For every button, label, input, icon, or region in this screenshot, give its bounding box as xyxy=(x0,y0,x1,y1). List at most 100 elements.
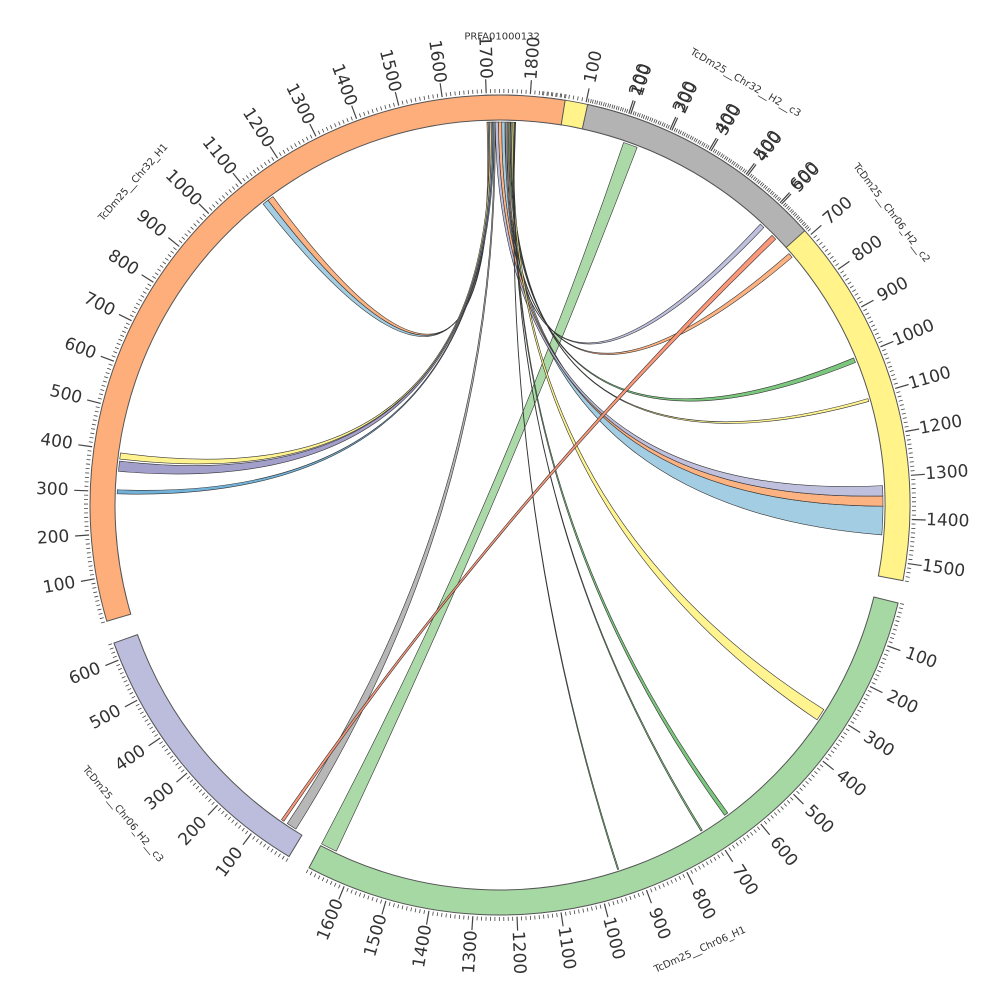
minor-tick xyxy=(603,102,604,106)
minor-tick xyxy=(402,905,403,909)
minor-tick xyxy=(298,141,300,144)
tick-label: 1400 xyxy=(926,510,970,532)
minor-tick xyxy=(326,879,328,883)
minor-tick xyxy=(895,621,899,622)
tick-label: 1200 xyxy=(508,931,530,975)
tick-label: 1700 xyxy=(474,35,495,79)
minor-tick xyxy=(730,160,732,163)
minor-tick xyxy=(113,656,117,657)
minor-tick xyxy=(904,422,908,423)
minor-tick xyxy=(764,821,767,824)
minor-tick xyxy=(381,107,382,111)
minor-tick xyxy=(907,440,911,441)
minor-tick xyxy=(762,184,765,187)
major-tick xyxy=(905,429,919,431)
tick-label: 1200 xyxy=(918,411,964,438)
minor-tick xyxy=(860,706,863,708)
tick-label: 100 xyxy=(41,573,77,598)
minor-tick xyxy=(271,849,273,852)
major-tick xyxy=(848,725,860,732)
minor-tick xyxy=(808,229,811,232)
minor-tick xyxy=(170,756,173,758)
minor-tick xyxy=(107,368,111,369)
tick-label: 600 xyxy=(766,833,802,871)
minor-tick xyxy=(152,731,155,733)
minor-tick xyxy=(658,121,660,125)
minor-tick xyxy=(101,622,105,623)
tick-label: 900 xyxy=(132,206,170,242)
minor-tick xyxy=(573,96,574,100)
minor-tick xyxy=(754,829,756,832)
tick-label: 900 xyxy=(874,273,912,306)
minor-tick xyxy=(626,109,627,113)
minor-tick xyxy=(778,810,781,813)
minor-tick xyxy=(389,104,390,108)
minor-tick xyxy=(351,117,352,121)
minor-tick xyxy=(814,771,817,774)
tick-label: 100 xyxy=(627,62,656,99)
minor-tick xyxy=(809,778,812,781)
minor-tick xyxy=(732,161,734,164)
minor-tick xyxy=(389,902,390,906)
major-tick xyxy=(725,850,733,862)
major-tick xyxy=(811,225,822,234)
minor-tick xyxy=(587,908,588,912)
tick-label: 200 xyxy=(175,813,212,850)
minor-tick xyxy=(668,125,670,129)
minor-tick xyxy=(322,877,324,881)
minor-tick xyxy=(887,362,891,363)
tick-label: 1000 xyxy=(890,315,938,350)
minor-tick xyxy=(799,219,802,222)
minor-tick xyxy=(885,358,889,359)
minor-tick xyxy=(871,325,875,327)
minor-tick xyxy=(225,814,228,817)
minor-tick xyxy=(848,282,851,284)
minor-tick xyxy=(112,356,116,357)
minor-tick xyxy=(372,897,373,901)
tick-label: 1400 xyxy=(327,61,361,109)
tick-label: 400 xyxy=(39,429,74,453)
minor-tick xyxy=(318,131,320,135)
minor-tick xyxy=(836,743,839,745)
minor-tick xyxy=(242,828,244,831)
minor-tick xyxy=(136,303,139,305)
minor-tick xyxy=(103,381,107,382)
minor-tick xyxy=(650,117,651,121)
minor-tick xyxy=(393,103,394,107)
minor-tick xyxy=(212,204,215,207)
tick-label: 100 xyxy=(212,843,248,881)
minor-tick xyxy=(347,118,348,122)
minor-tick xyxy=(253,836,255,839)
minor-tick xyxy=(142,716,145,718)
tick-label: 400 xyxy=(832,766,870,802)
major-tick xyxy=(125,700,137,707)
minor-tick xyxy=(406,906,407,910)
minor-tick xyxy=(899,608,903,609)
minor-tick xyxy=(136,704,140,706)
minor-tick xyxy=(286,858,288,861)
minor-tick xyxy=(264,162,266,165)
minor-tick xyxy=(618,106,619,110)
major-tick xyxy=(440,83,442,97)
minor-tick xyxy=(245,831,247,834)
minor-tick xyxy=(235,823,238,826)
minor-tick xyxy=(275,851,277,854)
major-tick xyxy=(149,738,161,746)
minor-tick xyxy=(243,178,245,181)
minor-tick xyxy=(130,315,134,317)
contig-label-tcdm25-chr32-h2-c3: TcDm25__Chr32__H2__c3 xyxy=(687,46,802,119)
minor-tick xyxy=(437,912,438,916)
minor-tick xyxy=(908,448,912,449)
minor-tick xyxy=(733,162,735,165)
minor-tick xyxy=(909,453,913,454)
major-tick xyxy=(119,314,132,320)
minor-tick xyxy=(688,135,690,139)
minor-tick xyxy=(608,103,609,107)
minor-tick xyxy=(557,913,558,917)
ideogram-tcdm25-chr06-h1 xyxy=(309,597,898,915)
minor-tick xyxy=(165,258,168,260)
minor-tick xyxy=(656,120,658,124)
minor-tick xyxy=(411,99,412,103)
minor-tick xyxy=(802,222,805,225)
